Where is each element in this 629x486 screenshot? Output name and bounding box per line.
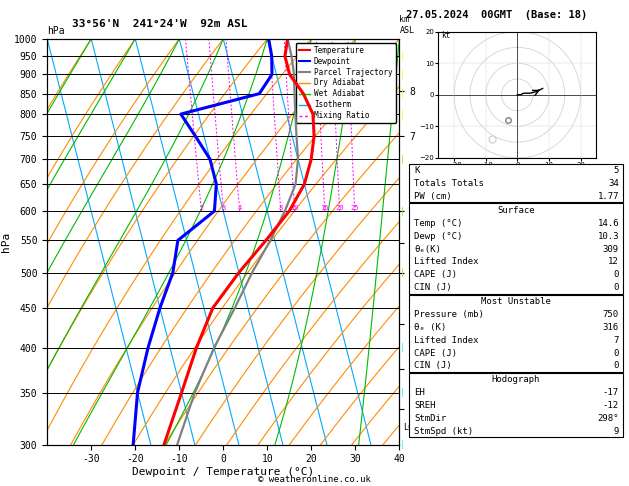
Text: kt: kt	[442, 31, 451, 40]
Text: Totals Totals: Totals Totals	[414, 179, 484, 188]
Text: 5: 5	[613, 166, 619, 175]
Text: Lifted Index: Lifted Index	[414, 258, 479, 266]
Text: 309: 309	[603, 244, 619, 254]
Text: Hodograph: Hodograph	[492, 375, 540, 384]
Text: hPa: hPa	[47, 26, 65, 36]
Text: -17: -17	[603, 388, 619, 397]
Text: |: |	[400, 155, 405, 164]
Text: 3: 3	[221, 205, 226, 211]
Text: K: K	[414, 166, 420, 175]
X-axis label: Dewpoint / Temperature (°C): Dewpoint / Temperature (°C)	[132, 467, 314, 477]
Text: 25: 25	[350, 205, 359, 211]
Legend: Temperature, Dewpoint, Parcel Trajectory, Dry Adiabat, Wet Adiabat, Isotherm, Mi: Temperature, Dewpoint, Parcel Trajectory…	[296, 43, 396, 123]
Text: CAPE (J): CAPE (J)	[414, 348, 457, 358]
Y-axis label: hPa: hPa	[1, 232, 11, 252]
Text: 0: 0	[613, 283, 619, 292]
Text: |: |	[400, 70, 405, 79]
Text: 4: 4	[238, 205, 242, 211]
Text: 34: 34	[608, 179, 619, 188]
Text: CAPE (J): CAPE (J)	[414, 270, 457, 279]
Text: 316: 316	[603, 323, 619, 332]
Text: 8: 8	[279, 205, 283, 211]
Text: |: |	[400, 52, 405, 61]
Text: Most Unstable: Most Unstable	[481, 297, 551, 306]
Text: 298°: 298°	[598, 414, 619, 423]
Text: Dewp (°C): Dewp (°C)	[414, 232, 462, 241]
Text: θₑ (K): θₑ (K)	[414, 323, 446, 332]
Text: 7: 7	[613, 336, 619, 345]
Text: 0: 0	[613, 348, 619, 358]
Text: SREH: SREH	[414, 401, 435, 410]
Text: CIN (J): CIN (J)	[414, 362, 452, 370]
Text: LCL: LCL	[404, 423, 418, 432]
Y-axis label: Mixing Ratio (g/kg): Mixing Ratio (g/kg)	[429, 186, 439, 297]
Text: 9: 9	[613, 427, 619, 436]
Text: km
ASL: km ASL	[399, 16, 415, 35]
Text: CIN (J): CIN (J)	[414, 283, 452, 292]
Text: |: |	[400, 89, 405, 98]
Text: 16: 16	[321, 205, 329, 211]
Text: 14.6: 14.6	[598, 219, 619, 228]
Text: © weatheronline.co.uk: © weatheronline.co.uk	[258, 474, 371, 484]
Text: 0: 0	[613, 362, 619, 370]
Text: Pressure (mb): Pressure (mb)	[414, 310, 484, 319]
Text: 27.05.2024  00GMT  (Base: 18): 27.05.2024 00GMT (Base: 18)	[406, 10, 587, 20]
Text: 12: 12	[608, 258, 619, 266]
Text: |: |	[400, 207, 405, 216]
Text: 750: 750	[603, 310, 619, 319]
Text: 10.3: 10.3	[598, 232, 619, 241]
Text: -12: -12	[603, 401, 619, 410]
Text: 0: 0	[613, 270, 619, 279]
Text: Lifted Index: Lifted Index	[414, 336, 479, 345]
Text: PW (cm): PW (cm)	[414, 192, 452, 201]
Text: Surface: Surface	[497, 206, 535, 215]
Text: StmDir: StmDir	[414, 414, 446, 423]
Text: θₑ(K): θₑ(K)	[414, 244, 441, 254]
Text: 20: 20	[335, 205, 344, 211]
Text: 1.77: 1.77	[598, 192, 619, 201]
Text: StmSpd (kt): StmSpd (kt)	[414, 427, 473, 436]
Text: |: |	[400, 109, 405, 119]
Text: 33°56'N  241°24'W  92m ASL: 33°56'N 241°24'W 92m ASL	[72, 19, 248, 29]
Text: 10: 10	[291, 205, 299, 211]
Text: |: |	[400, 268, 405, 277]
Text: |: |	[400, 440, 405, 449]
Text: |: |	[400, 388, 405, 397]
Text: |: |	[400, 343, 405, 352]
Text: Temp (°C): Temp (°C)	[414, 219, 462, 228]
Text: 2: 2	[199, 205, 204, 211]
Text: EH: EH	[414, 388, 425, 397]
